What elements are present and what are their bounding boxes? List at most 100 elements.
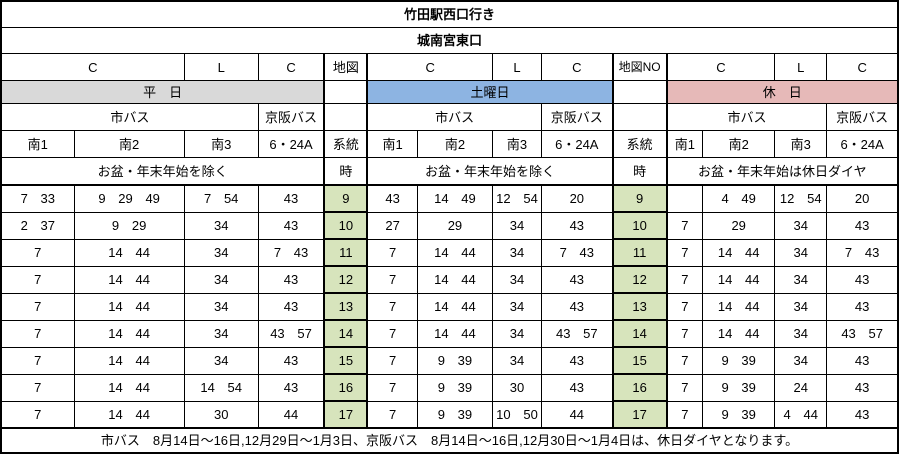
time-cell-holiday: 34 bbox=[774, 319, 828, 348]
day-label-weekday: 平 日 bbox=[0, 80, 325, 104]
spacer-cell bbox=[323, 103, 369, 131]
time-cell-holiday: 14 44 bbox=[702, 319, 776, 348]
time-cell-saturday: 43 bbox=[541, 292, 614, 321]
time-cell-weekday: 43 bbox=[257, 346, 325, 375]
time-cell-weekday: 14 44 bbox=[73, 319, 185, 348]
stop-row: 城南宮東口 bbox=[0, 27, 899, 54]
time-cell-holiday: 43 bbox=[826, 265, 899, 294]
hour-cell: 9 bbox=[323, 184, 369, 213]
code-header: C bbox=[257, 53, 325, 81]
hour-cell: 13 bbox=[611, 292, 668, 321]
time-cell-weekday: 43 57 bbox=[257, 319, 325, 348]
service-note-weekday: お盆・年末年始を除く bbox=[0, 157, 325, 186]
time-cell-saturday: 34 bbox=[491, 346, 543, 375]
hour-cell: 11 bbox=[323, 238, 369, 267]
time-cell-saturday: 7 bbox=[366, 346, 418, 375]
time-cell-saturday: 43 bbox=[366, 184, 418, 213]
code-header: C bbox=[0, 53, 185, 81]
time-cell-saturday: 7 bbox=[366, 319, 418, 348]
time-cell-weekday: 14 44 bbox=[73, 238, 185, 267]
time-cell-weekday: 14 54 bbox=[183, 373, 259, 402]
time-cell-weekday: 43 bbox=[257, 184, 325, 213]
time-cell-holiday: 43 bbox=[826, 400, 899, 429]
time-cell-holiday: 7 bbox=[666, 346, 704, 375]
time-cell-holiday: 34 bbox=[774, 292, 828, 321]
operator-city-bus: 市バス bbox=[0, 103, 259, 131]
code-header: C bbox=[826, 53, 899, 81]
time-cell-holiday: 43 57 bbox=[826, 319, 899, 348]
time-cell-holiday: 20 bbox=[826, 184, 899, 213]
time-cell-weekday: 7 bbox=[0, 265, 75, 294]
time-cell-weekday: 14 44 bbox=[73, 400, 185, 429]
route-header: 南2 bbox=[73, 130, 185, 158]
time-row: 7 14 44 30 44 17 7 9 39 10 50 44 17 7 9 39 4 44 43 bbox=[0, 400, 899, 429]
hour-cell: 14 bbox=[323, 319, 369, 348]
time-cell-weekday: 7 43 bbox=[257, 238, 325, 267]
route-header: 南2 bbox=[416, 130, 493, 158]
column-code-row: C L C 地図 C L C 地図NO C L C bbox=[0, 53, 899, 81]
time-cell-holiday: 14 44 bbox=[702, 265, 776, 294]
time-cell-saturday: 12 54 bbox=[491, 184, 543, 213]
time-cell-holiday: 9 39 bbox=[702, 346, 776, 375]
time-cell-holiday: 43 bbox=[826, 346, 899, 375]
route-header: 6・24A bbox=[826, 130, 899, 158]
hour-cell: 17 bbox=[611, 400, 668, 429]
code-header: C bbox=[666, 53, 776, 81]
code-header: L bbox=[491, 53, 543, 81]
time-cell-holiday: 4 49 bbox=[702, 184, 776, 213]
time-row: 7 14 44 34 43 12 7 14 44 34 43 12 7 14 44 34 43 bbox=[0, 265, 899, 294]
time-cell-weekday: 7 bbox=[0, 319, 75, 348]
hour-cell: 15 bbox=[611, 346, 668, 375]
time-cell-saturday: 7 bbox=[366, 238, 418, 267]
time-cell-saturday: 10 50 bbox=[491, 400, 543, 429]
hour-cell: 9 bbox=[611, 184, 668, 213]
time-cell-holiday: 43 bbox=[826, 211, 899, 240]
time-cell-saturday: 34 bbox=[491, 292, 543, 321]
time-cell-weekday: 34 bbox=[183, 265, 259, 294]
time-cell-weekday: 14 44 bbox=[73, 265, 185, 294]
time-cell-saturday: 43 bbox=[541, 211, 614, 240]
time-cell-holiday: 34 bbox=[774, 265, 828, 294]
stop-name: 城南宮東口 bbox=[0, 27, 899, 54]
time-row: 2 37 9 29 34 43 10 27 29 34 43 10 7 29 34 43 bbox=[0, 211, 899, 240]
route-header: 南1 bbox=[366, 130, 418, 158]
title-row: 竹田駅西口行き bbox=[0, 0, 899, 28]
time-cell-holiday: 7 bbox=[666, 400, 704, 429]
time-cell-saturday: 29 bbox=[416, 211, 493, 240]
operator-keihan-bus: 京阪バス bbox=[257, 103, 325, 131]
time-cell-holiday: 7 bbox=[666, 373, 704, 402]
route-header: 6・24A bbox=[541, 130, 614, 158]
route-header: 南1 bbox=[0, 130, 75, 158]
time-cell-saturday: 9 39 bbox=[416, 346, 493, 375]
time-cell-weekday: 7 bbox=[0, 292, 75, 321]
service-note-holiday: お盆・年末年始は休日ダイヤ bbox=[666, 157, 899, 186]
time-cell-saturday: 20 bbox=[541, 184, 614, 213]
time-cell-holiday: 29 bbox=[702, 211, 776, 240]
hour-cell: 14 bbox=[611, 319, 668, 348]
code-header: C bbox=[541, 53, 614, 81]
hour-cell: 16 bbox=[611, 373, 668, 402]
time-cell-saturday: 14 44 bbox=[416, 319, 493, 348]
route-header: 南1 bbox=[666, 130, 704, 158]
time-cell-saturday: 43 bbox=[541, 265, 614, 294]
hour-cell: 10 bbox=[323, 211, 369, 240]
time-cell-holiday: 9 39 bbox=[702, 373, 776, 402]
day-type-row: 平 日 土曜日 休 日 bbox=[0, 80, 899, 104]
time-cell-holiday: 43 bbox=[826, 292, 899, 321]
spacer-cell bbox=[611, 80, 668, 104]
time-cell-weekday: 7 bbox=[0, 238, 75, 267]
spacer-cell bbox=[611, 103, 668, 131]
code-header: L bbox=[774, 53, 828, 81]
time-row: 7 14 44 14 54 43 16 7 9 39 30 43 16 7 9 39 24 43 bbox=[0, 373, 899, 402]
time-cell-weekday: 7 33 bbox=[0, 184, 75, 213]
operator-keihan-bus: 京阪バス bbox=[826, 103, 899, 131]
time-cell-weekday: 43 bbox=[257, 292, 325, 321]
time-cell-weekday: 34 bbox=[183, 292, 259, 321]
time-cell-weekday: 34 bbox=[183, 346, 259, 375]
hour-cell: 12 bbox=[323, 265, 369, 294]
time-cell-saturday: 14 49 bbox=[416, 184, 493, 213]
hour-cell: 16 bbox=[323, 373, 369, 402]
service-note-row: お盆・年末年始を除く 時 お盆・年末年始を除く 時 お盆・年末年始は休日ダイヤ bbox=[0, 157, 899, 186]
time-cell-saturday: 44 bbox=[541, 400, 614, 429]
